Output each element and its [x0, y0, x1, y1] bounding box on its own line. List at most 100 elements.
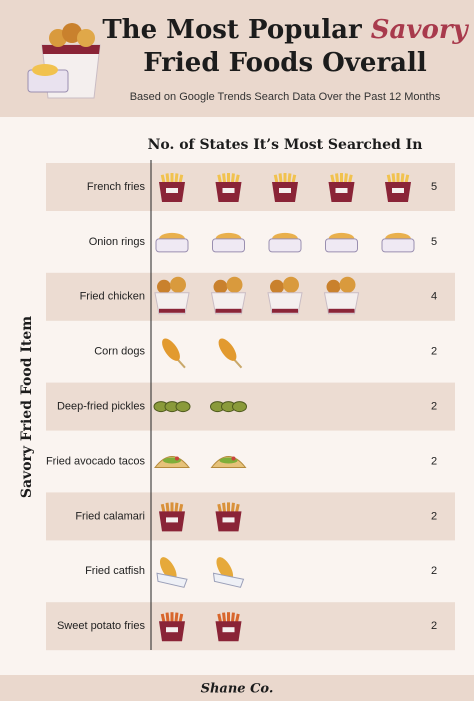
icon-part: [216, 557, 234, 581]
icon-part: [325, 238, 358, 253]
icon-part: [212, 572, 245, 588]
icon-part: [159, 308, 185, 313]
icon-part: [157, 279, 171, 294]
icon-part: [222, 517, 235, 523]
value-label: 4: [431, 291, 437, 303]
icon-part: [226, 276, 243, 293]
icon: [218, 338, 243, 369]
icon-part: [270, 279, 284, 294]
icon-part: [170, 276, 186, 293]
icon-part: [154, 292, 190, 315]
value-label: 2: [431, 401, 437, 413]
icon-part: [155, 238, 189, 253]
value-label: 2: [431, 565, 437, 577]
icon-row: [159, 502, 242, 532]
icon-row: [153, 401, 247, 413]
value-label: 2: [431, 510, 437, 522]
icon-part: [267, 292, 303, 315]
category-label: Fried chicken: [80, 291, 145, 303]
icon-row: [156, 557, 245, 588]
icon-part: [227, 173, 230, 185]
category-label: Fried avocado tacos: [46, 455, 146, 467]
plot: French fries 5 Onion rings 5 Fried chicken 4 C…: [46, 163, 455, 651]
value-label: 5: [431, 236, 437, 248]
icon-part: [268, 238, 302, 253]
chart-title-line2: Fried Foods Overall: [143, 48, 427, 78]
x-axis-label: No. of States It’s Most Searched In: [148, 137, 423, 153]
subtitle: Based on Google Trends Search Data Over …: [130, 91, 441, 103]
icon-part: [335, 188, 348, 193]
icon-part: [215, 308, 242, 313]
icon-row: [159, 612, 242, 642]
icon: [210, 456, 247, 468]
icon-part: [213, 279, 228, 294]
icon-part: [222, 627, 235, 633]
row-band: [46, 272, 455, 321]
icon-part: [162, 338, 180, 361]
icon-part: [170, 502, 174, 515]
icon-part: [279, 188, 291, 193]
icon: [323, 276, 360, 315]
icon-part: [323, 292, 360, 315]
chart-title: The Most Popular Savory: [102, 15, 469, 45]
icon-part: [232, 401, 247, 413]
row-band: [46, 382, 455, 431]
value-label: 2: [431, 620, 437, 632]
icon: [153, 401, 191, 413]
title-highlight: Savory: [371, 15, 470, 45]
y-axis-label: Savory Fried Food Item: [19, 316, 35, 498]
category-label: Deep-fried pickles: [57, 401, 146, 413]
footer-bg: [0, 675, 474, 701]
icon: [215, 612, 242, 642]
icon: [268, 232, 302, 253]
icon: [381, 232, 415, 253]
icon: [153, 456, 191, 468]
icon: [267, 276, 303, 315]
icon-row: [155, 232, 415, 253]
icon-part: [218, 338, 237, 361]
icon: [155, 232, 189, 253]
icon-part: [340, 173, 343, 185]
icon-part: [175, 401, 191, 413]
icon-row: [153, 456, 247, 468]
icon: [159, 612, 185, 642]
icon-part: [170, 612, 174, 625]
icon-part: [272, 308, 298, 313]
icon: [215, 173, 242, 202]
category-label: Onion rings: [89, 236, 146, 248]
icon-part: [166, 517, 178, 523]
icon-part: [166, 627, 178, 633]
row-band: [46, 602, 455, 651]
category-label: Sweet potato fries: [57, 620, 146, 632]
category-label: Corn dogs: [94, 346, 145, 358]
icon-part: [339, 276, 356, 293]
icon-part: [283, 276, 299, 293]
brand: Shane Co.: [201, 682, 274, 697]
icon-part: [175, 456, 179, 461]
value-label: 2: [431, 346, 437, 358]
icon-part: [227, 612, 230, 625]
header-icon: [27, 23, 101, 99]
icon-part: [392, 188, 404, 193]
icon: [212, 557, 245, 588]
icon-part: [227, 502, 230, 515]
icon-part: [283, 173, 287, 185]
category-label: Fried calamari: [75, 510, 145, 522]
icon: [215, 502, 242, 532]
title-lead: The Most Popular: [102, 15, 362, 45]
icon-part: [166, 188, 178, 193]
category-label: Fried catfish: [85, 565, 145, 577]
icon: [159, 173, 185, 202]
icon: [212, 232, 245, 253]
icon-part: [159, 557, 177, 581]
row-band: [46, 492, 455, 541]
icon: [210, 401, 247, 413]
icon: [210, 276, 247, 315]
icon-part: [210, 292, 247, 315]
icon: [159, 502, 185, 532]
icon: [154, 276, 190, 315]
icon-part: [222, 188, 235, 193]
value-label: 5: [431, 181, 437, 193]
icon-part: [231, 456, 236, 461]
